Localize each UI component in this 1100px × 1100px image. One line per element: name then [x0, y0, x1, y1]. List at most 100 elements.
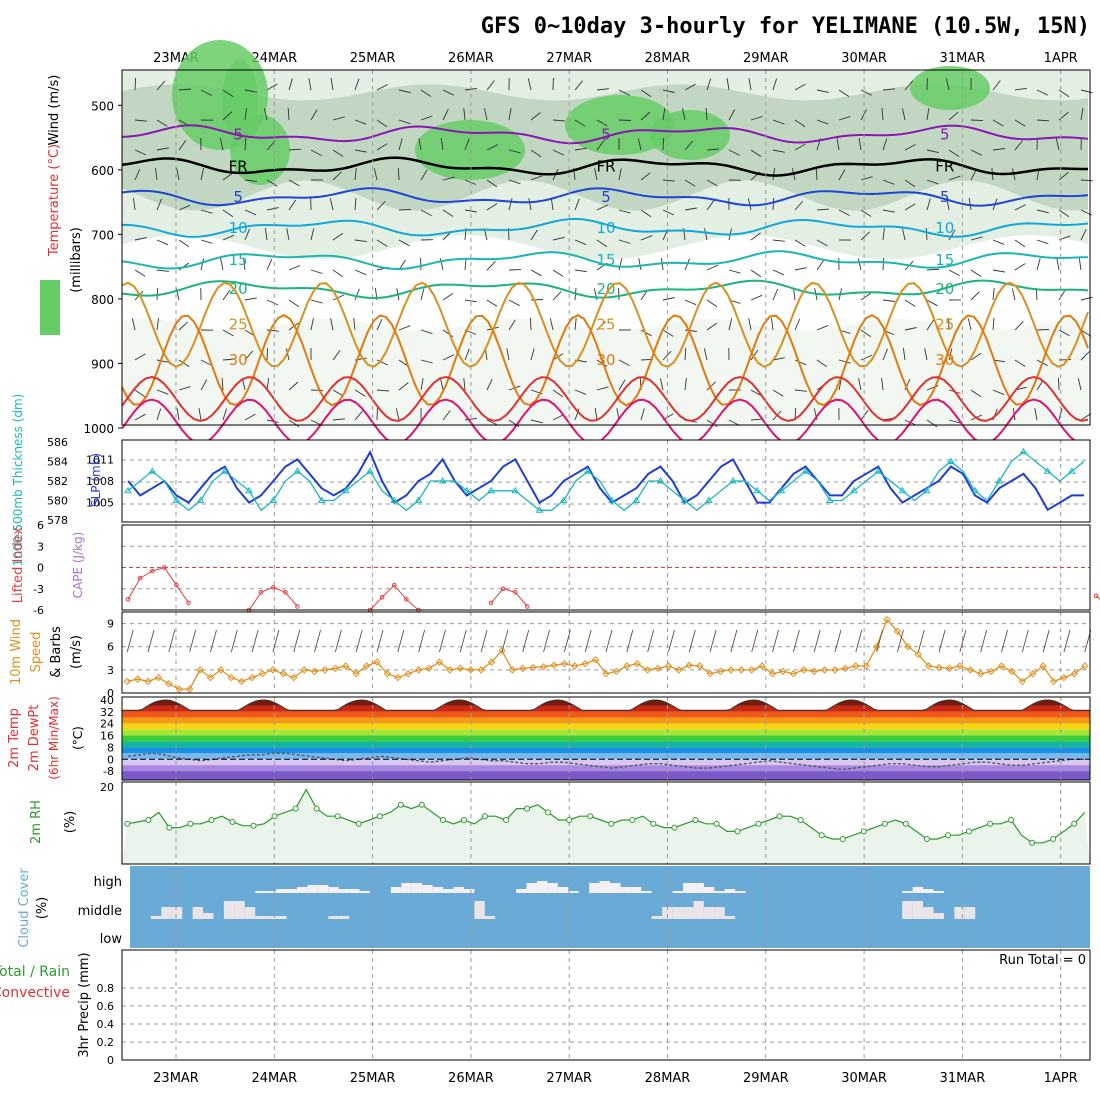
wind-barb [464, 417, 477, 421]
temp-color-band [122, 735, 1090, 742]
wind-barb [992, 239, 1005, 245]
wind-barb [794, 83, 806, 91]
ylabel-total-rain: Total / Rain [0, 964, 70, 980]
wind-barb [222, 89, 234, 97]
ylabel-millibars: (millibars) [69, 227, 84, 293]
date-label-top: 27MAR [546, 51, 592, 66]
wind-barb [948, 229, 956, 241]
wind-barb [198, 408, 202, 421]
date-label-top: 28MAR [645, 51, 691, 66]
thickness-marker [124, 486, 132, 494]
wind-barb [266, 378, 270, 391]
wind-barb [376, 389, 390, 392]
wind-barb [574, 147, 587, 151]
y-tick-label-li: -3 [33, 583, 44, 596]
date-label-top: 24MAR [251, 51, 297, 66]
wind10-barb [605, 629, 613, 653]
wind-barb [354, 288, 360, 301]
wind10-barb [959, 629, 967, 653]
wind-barb [442, 293, 454, 301]
wind-barb [948, 111, 959, 121]
y-tick-label-pressure: 500 [91, 99, 114, 113]
wind-barb [1014, 140, 1023, 151]
rh2m-marker [839, 836, 846, 842]
wind10-marker [154, 673, 163, 682]
wind10-marker [123, 677, 131, 686]
wind-barb [926, 179, 939, 185]
wind-barb [508, 299, 520, 307]
wind-barb [222, 209, 234, 218]
cloud-middle-bar [651, 916, 663, 919]
wind-barb [1036, 258, 1041, 271]
cloud-high-bar [526, 883, 537, 893]
ylabel-precip: 3hr Precip (mm) [77, 952, 92, 1057]
wind-barb [838, 359, 851, 364]
wind-barb [684, 378, 687, 391]
wind-barb [857, 258, 862, 271]
wind10-barb [210, 629, 217, 653]
isotherm-line [121, 124, 1089, 145]
wind-barb [703, 348, 708, 361]
wind-barb [486, 379, 493, 391]
thickness-marker [632, 496, 641, 503]
isotherm-label: 5 [601, 125, 611, 143]
y-tick-label-temp: 16 [100, 730, 114, 743]
cloud-middle-bar [662, 907, 673, 919]
wind10-barb [1021, 629, 1029, 653]
wind-barb [858, 138, 862, 151]
cloud-middle-bar [902, 901, 913, 919]
wind-barb [970, 269, 982, 277]
wind10-marker [279, 670, 288, 678]
wind10-marker [269, 666, 277, 674]
wind-barb [156, 389, 169, 395]
rh2m-marker [250, 822, 257, 829]
isotherm-label: FR [935, 158, 954, 176]
wind-barb [970, 236, 983, 241]
date-label-top: 29MAR [743, 51, 789, 66]
wind-barb [1058, 329, 1070, 337]
wind-barb [332, 418, 345, 421]
wind-barb [1034, 408, 1038, 421]
wind10-barb [668, 629, 675, 653]
cloud-middle-bar [714, 907, 725, 919]
wind-barb [750, 294, 763, 301]
lifted-index-marker [149, 568, 155, 574]
wind-barb [596, 386, 609, 391]
wind-barb [596, 140, 605, 151]
wind-barb [440, 378, 444, 391]
wind-barb [882, 138, 888, 151]
wind10-marker [779, 667, 787, 676]
wind-barb [706, 200, 715, 211]
rh2m-marker [229, 818, 236, 825]
y-tick-label-pressure: 800 [91, 293, 114, 307]
isotherm-label: 30 [935, 351, 954, 369]
wind-barb [508, 149, 521, 154]
wind-barb [332, 294, 345, 301]
cloud-high-bar [620, 887, 631, 893]
wind-barb [684, 179, 696, 187]
isotherm-line [121, 218, 1089, 238]
isotherm-line [121, 156, 1088, 177]
cloud-middle-bar [912, 901, 924, 919]
wind-barb [706, 179, 718, 187]
ylabel-cloud: Cloud Cover [17, 868, 32, 948]
wind-barb [484, 108, 488, 121]
wind10-marker [1060, 673, 1068, 682]
cloud-high-bar [735, 891, 746, 893]
wind-barb [244, 413, 256, 421]
wind-barb [1058, 89, 1070, 98]
cloud-high-bar [912, 887, 924, 893]
wind10-barb [126, 629, 134, 653]
thickness-marker [511, 486, 520, 494]
rh2m-marker [187, 820, 194, 827]
wind-barb [530, 112, 541, 121]
rh2m-marker [755, 820, 762, 827]
wind10-barb [980, 629, 988, 653]
wind-barb [574, 408, 580, 421]
thickness-marker [438, 477, 447, 484]
wind-barb [881, 378, 884, 391]
date-label-bottom: 28MAR [645, 1071, 691, 1086]
rh2m-marker [566, 817, 573, 823]
wind-barb [706, 299, 718, 308]
wind-barb [772, 119, 785, 125]
